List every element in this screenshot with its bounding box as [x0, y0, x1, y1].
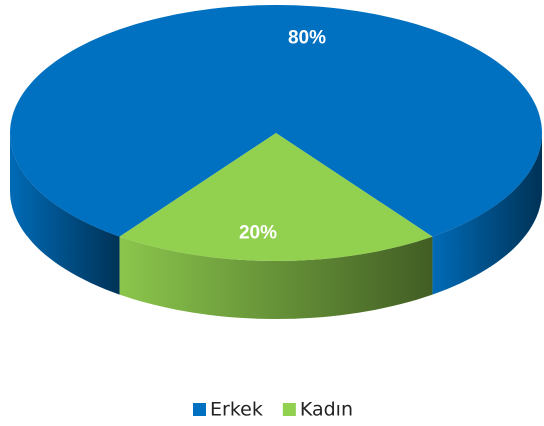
legend: Erkek Kadın: [193, 399, 353, 421]
labels: 80% 20%: [239, 28, 326, 244]
data-label: 20%: [239, 222, 277, 243]
legend-swatch: [193, 403, 206, 416]
pie-tops: [10, 5, 542, 261]
pie-side-shade: [10, 133, 120, 295]
pie-side-shade: [432, 133, 542, 295]
legend-swatch: [282, 403, 296, 416]
data-label: 80%: [288, 28, 326, 49]
pie-sides: [10, 133, 542, 319]
pie-slice: [119, 133, 433, 261]
legend-label: Kadın: [300, 399, 353, 421]
pie-side-shade: [119, 236, 433, 319]
pie-slice: [10, 5, 542, 237]
legend-label: Erkek: [210, 399, 263, 421]
